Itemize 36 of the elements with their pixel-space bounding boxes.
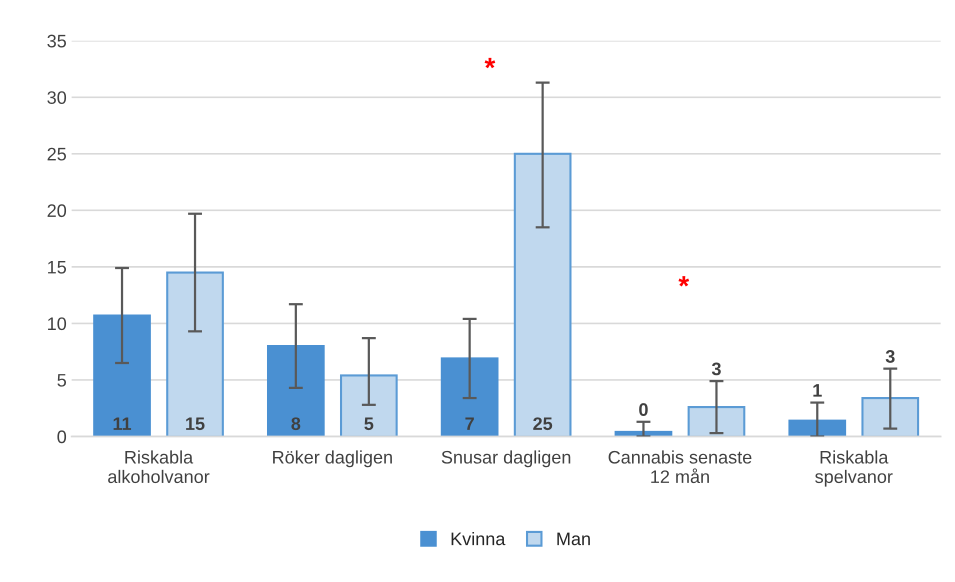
- data-label: 15: [186, 418, 205, 430]
- bar: [340, 374, 398, 436]
- data-label: 11: [114, 418, 132, 430]
- bar: [440, 357, 499, 436]
- x-tick-label: Röker dagligen: [273, 450, 392, 468]
- data-label: 1: [813, 384, 822, 397]
- y-tick-label: 5: [57, 374, 66, 387]
- y-tick-label: 15: [48, 261, 66, 274]
- y-tick-label: 0: [57, 430, 66, 444]
- annotation: *: [678, 276, 690, 286]
- y-tick-label: 10: [48, 317, 66, 330]
- x-tick-label: Snusar dagligen: [442, 450, 570, 468]
- bar: [93, 314, 151, 436]
- x-tick-label: Cannabis senaste 12 mån: [608, 450, 752, 484]
- bar: [514, 152, 572, 436]
- y-tick-label: 25: [48, 148, 66, 161]
- bar: [166, 271, 224, 436]
- x-tick-label: Riskabla alkoholvanor: [108, 450, 210, 484]
- bar: [688, 406, 746, 436]
- bar: [861, 397, 920, 436]
- data-label: 3: [886, 350, 895, 363]
- legend-label: Man: [557, 532, 590, 546]
- data-label: 7: [465, 418, 474, 430]
- data-label: 8: [291, 417, 300, 430]
- bar: [266, 344, 325, 436]
- x-tick-label: Riskabla spelvanor: [815, 450, 893, 487]
- bar: [788, 420, 846, 436]
- data-label: 5: [364, 418, 374, 430]
- y-tick-label: 35: [47, 34, 66, 48]
- annotation: *: [484, 58, 496, 68]
- data-label: 3: [712, 362, 721, 376]
- y-tick-label: 30: [47, 91, 66, 104]
- data-label: 25: [533, 417, 552, 430]
- y-tick-label: 20: [48, 204, 66, 218]
- data-label: 0: [639, 403, 648, 416]
- legend-label: Kvinna: [452, 532, 506, 546]
